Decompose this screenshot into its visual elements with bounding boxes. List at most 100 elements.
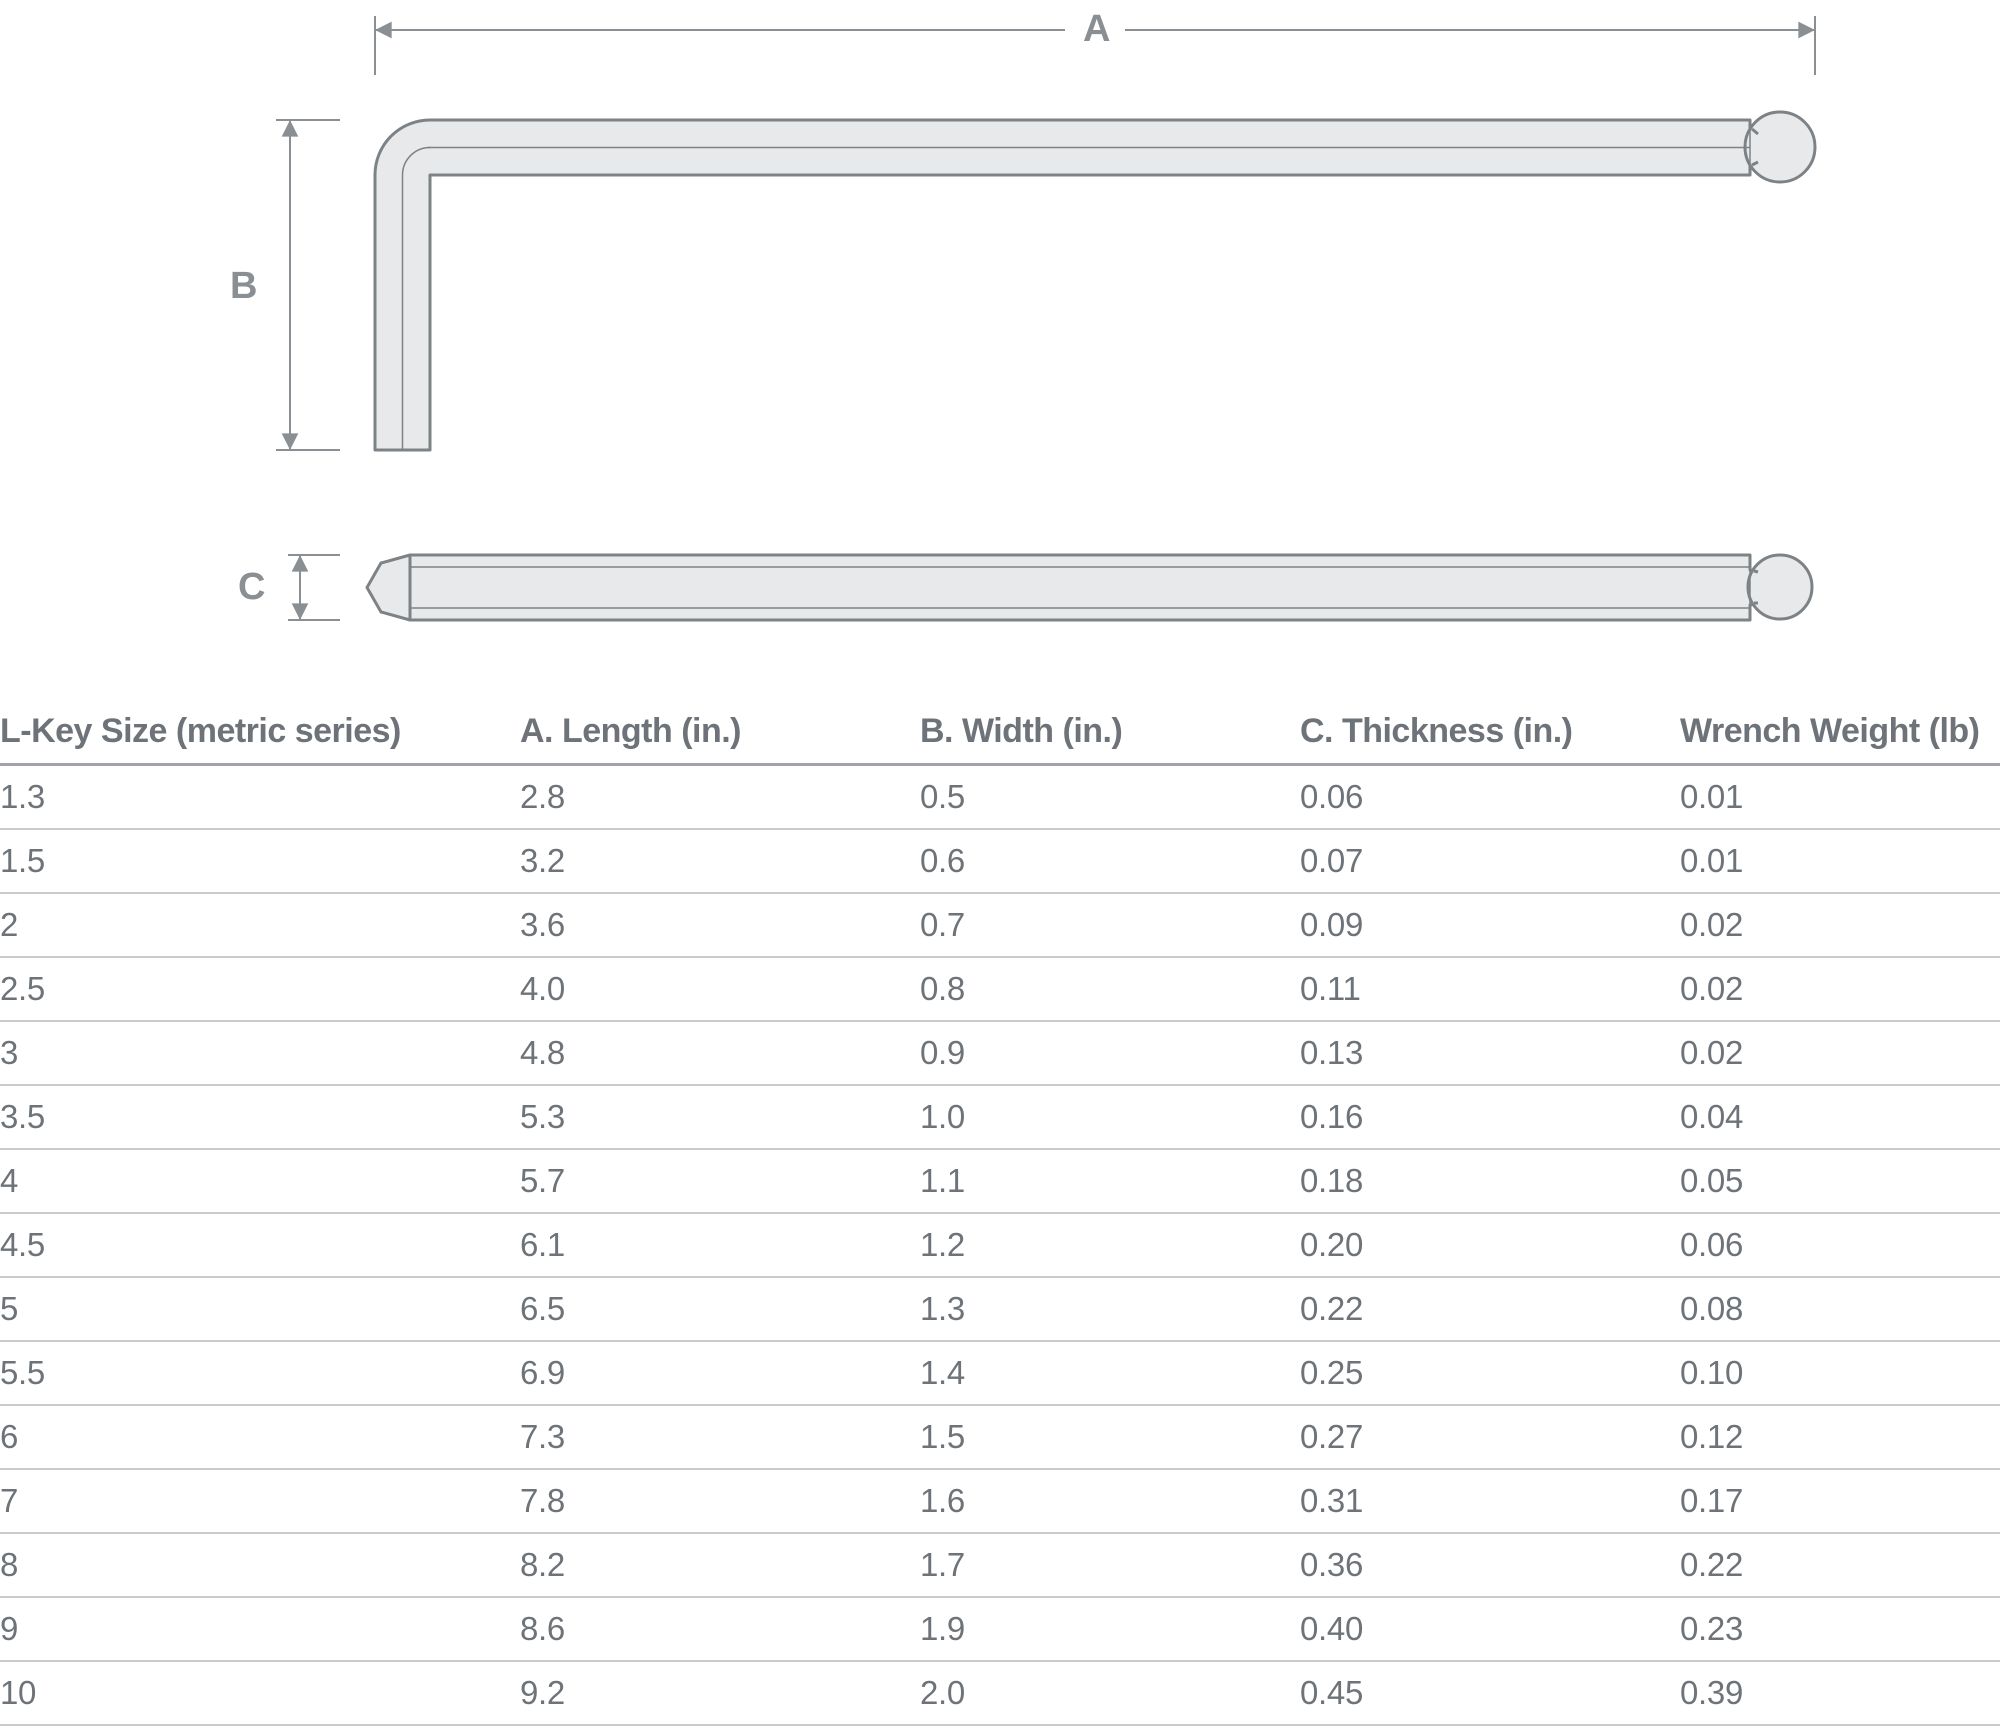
table-cell: 1.0 <box>920 1085 1300 1149</box>
table-cell: 0.11 <box>1300 957 1680 1021</box>
table-cell: 0.6 <box>920 829 1300 893</box>
table-cell: 2.0 <box>920 1661 1300 1725</box>
table-cell: 3.6 <box>520 893 920 957</box>
table-cell: 1.3 <box>0 765 520 830</box>
table-cell: 1.4 <box>920 1341 1300 1405</box>
table-cell: 4 <box>0 1149 520 1213</box>
table-row: 1.53.20.60.070.01 <box>0 829 2000 893</box>
table-cell: 0.06 <box>1680 1213 2000 1277</box>
table-cell: 0.31 <box>1300 1469 1680 1533</box>
table-row: 4.56.11.20.200.06 <box>0 1213 2000 1277</box>
table-cell: 2.8 <box>520 765 920 830</box>
table-cell: 7.8 <box>520 1469 920 1533</box>
spec-table: L-Key Size (metric series)A. Length (in.… <box>0 700 2000 1726</box>
table-cell: 3 <box>0 1021 520 1085</box>
table-cell: 3.2 <box>520 829 920 893</box>
table-cell: 5.5 <box>0 1341 520 1405</box>
table-header-cell: B. Width (in.) <box>920 700 1300 765</box>
table-cell: 9.2 <box>520 1661 920 1725</box>
table-cell: 0.22 <box>1300 1277 1680 1341</box>
table-cell: 1.5 <box>920 1405 1300 1469</box>
table-row: 77.81.60.310.17 <box>0 1469 2000 1533</box>
table-row: 56.51.30.220.08 <box>0 1277 2000 1341</box>
table-cell: 0.25 <box>1300 1341 1680 1405</box>
dim-label-c: C <box>238 566 265 609</box>
table-cell: 1.9 <box>920 1597 1300 1661</box>
table-cell: 0.5 <box>920 765 1300 830</box>
table-row: 88.21.70.360.22 <box>0 1533 2000 1597</box>
table-cell: 1.5 <box>0 829 520 893</box>
table-header-cell: A. Length (in.) <box>520 700 920 765</box>
table-header-cell: C. Thickness (in.) <box>1300 700 1680 765</box>
table-cell: 7.3 <box>520 1405 920 1469</box>
table-cell: 0.17 <box>1680 1469 2000 1533</box>
table-cell: 0.20 <box>1300 1213 1680 1277</box>
table-row: 3.55.31.00.160.04 <box>0 1085 2000 1149</box>
lkey-diagram-svg <box>0 0 2000 700</box>
table-cell: 0.40 <box>1300 1597 1680 1661</box>
table-row: 5.56.91.40.250.10 <box>0 1341 2000 1405</box>
table-cell: 8 <box>0 1533 520 1597</box>
table-cell: 1.3 <box>920 1277 1300 1341</box>
table-header-row: L-Key Size (metric series)A. Length (in.… <box>0 700 2000 765</box>
table-cell: 0.9 <box>920 1021 1300 1085</box>
table-cell: 4.8 <box>520 1021 920 1085</box>
table-row: 2.54.00.80.110.02 <box>0 957 2000 1021</box>
table-cell: 0.01 <box>1680 829 2000 893</box>
table-row: 109.22.00.450.39 <box>0 1661 2000 1725</box>
table-cell: 0.02 <box>1680 957 2000 1021</box>
table-cell: 5.3 <box>520 1085 920 1149</box>
table-cell: 8.6 <box>520 1597 920 1661</box>
table-cell: 0.23 <box>1680 1597 2000 1661</box>
table-cell: 6.1 <box>520 1213 920 1277</box>
table-cell: 4.5 <box>0 1213 520 1277</box>
table-cell: 0.45 <box>1300 1661 1680 1725</box>
table-cell: 0.27 <box>1300 1405 1680 1469</box>
table-cell: 6.5 <box>520 1277 920 1341</box>
dim-label-b: B <box>230 265 257 308</box>
table-row: 1.32.80.50.060.01 <box>0 765 2000 830</box>
table-cell: 0.22 <box>1680 1533 2000 1597</box>
table-cell: 3.5 <box>0 1085 520 1149</box>
table-header-cell: Wrench Weight (lb) <box>1680 700 2000 765</box>
table-cell: 0.36 <box>1300 1533 1680 1597</box>
table-cell: 0.05 <box>1680 1149 2000 1213</box>
table-cell: 6 <box>0 1405 520 1469</box>
table-cell: 1.2 <box>920 1213 1300 1277</box>
table-row: 67.31.50.270.12 <box>0 1405 2000 1469</box>
table-cell: 10 <box>0 1661 520 1725</box>
table-cell: 5.7 <box>520 1149 920 1213</box>
table-row: 34.80.90.130.02 <box>0 1021 2000 1085</box>
table-cell: 5 <box>0 1277 520 1341</box>
table-row: 23.60.70.090.02 <box>0 893 2000 957</box>
dimension-diagram: A B C <box>0 0 2000 700</box>
table-cell: 0.18 <box>1300 1149 1680 1213</box>
table-cell: 9 <box>0 1597 520 1661</box>
table-cell: 0.02 <box>1680 893 2000 957</box>
table-cell: 4.0 <box>520 957 920 1021</box>
table-cell: 0.10 <box>1680 1341 2000 1405</box>
dim-label-a: A <box>1083 8 1110 51</box>
table-cell: 7 <box>0 1469 520 1533</box>
table-cell: 0.09 <box>1300 893 1680 957</box>
table-cell: 0.7 <box>920 893 1300 957</box>
table-cell: 1.6 <box>920 1469 1300 1533</box>
table-header-cell: L-Key Size (metric series) <box>0 700 520 765</box>
table-cell: 0.02 <box>1680 1021 2000 1085</box>
table-cell: 1.1 <box>920 1149 1300 1213</box>
table-cell: 0.01 <box>1680 765 2000 830</box>
table-cell: 8.2 <box>520 1533 920 1597</box>
table-cell: 1.7 <box>920 1533 1300 1597</box>
table-cell: 6.9 <box>520 1341 920 1405</box>
table-cell: 0.06 <box>1300 765 1680 830</box>
table-body: 1.32.80.50.060.011.53.20.60.070.0123.60.… <box>0 765 2000 1726</box>
table-cell: 0.12 <box>1680 1405 2000 1469</box>
table-cell: 2 <box>0 893 520 957</box>
table-cell: 0.08 <box>1680 1277 2000 1341</box>
table-cell: 0.39 <box>1680 1661 2000 1725</box>
table-cell: 0.04 <box>1680 1085 2000 1149</box>
table-cell: 0.8 <box>920 957 1300 1021</box>
table-row: 45.71.10.180.05 <box>0 1149 2000 1213</box>
table-cell: 0.16 <box>1300 1085 1680 1149</box>
table-cell: 0.07 <box>1300 829 1680 893</box>
